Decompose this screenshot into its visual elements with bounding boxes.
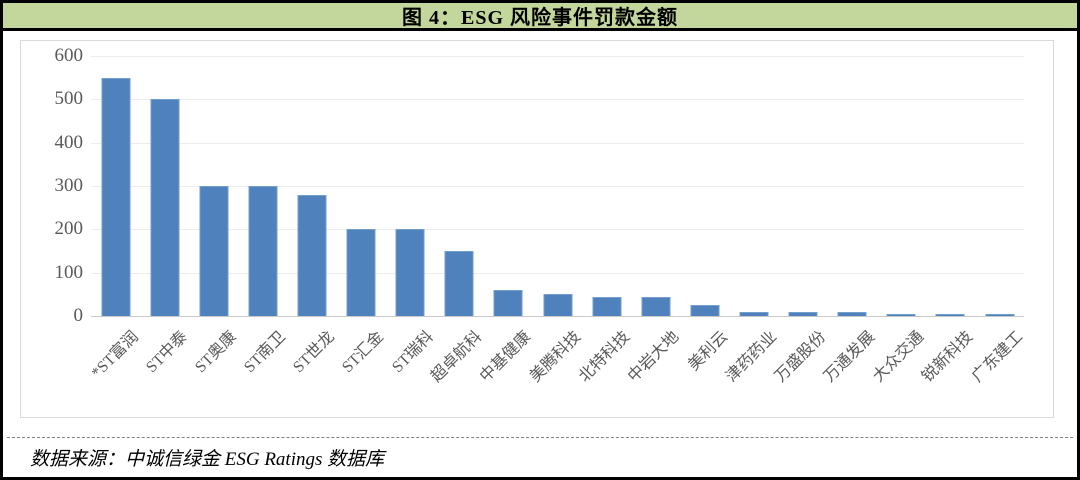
- x-axis-label: ST中泰: [143, 328, 191, 377]
- bar-slot: ST汇金: [337, 56, 387, 376]
- x-axis-label: ST世龙: [290, 328, 339, 377]
- x-axis-label: 万盛股份: [772, 328, 830, 386]
- bar-slot: 万盛股份: [772, 56, 829, 386]
- bar-slot: 锐新科技: [919, 56, 977, 386]
- x-axis-label: ST汇金: [339, 328, 388, 377]
- x-axis-label: 中基健康: [477, 328, 535, 386]
- y-axis-tick-label: 0: [73, 305, 84, 326]
- bar-slot: ST中泰: [140, 56, 191, 376]
- bar: [837, 311, 867, 316]
- figure-title: 图 4：ESG 风险事件罚款金额: [401, 7, 679, 29]
- y-axis-tick-label: 200: [54, 218, 84, 240]
- bar: [641, 296, 671, 316]
- x-axis-label: 津药药业: [722, 328, 781, 386]
- gridline: [91, 56, 1024, 57]
- y-axis-tick-label: 600: [54, 45, 84, 66]
- bar-series: *ST富润 ST中泰 ST奥康 ST南卫 ST世龙 ST汇金 ST瑞科 超卓航科 中基健康 美腾科…: [88, 56, 1026, 386]
- bar: [150, 99, 180, 316]
- y-axis-tick-label: 100: [54, 261, 84, 283]
- x-axis-label: 锐新科技: [919, 328, 977, 386]
- bar: [985, 314, 1015, 316]
- x-axis-label: 大众交通: [870, 328, 928, 386]
- bar: [297, 194, 327, 316]
- x-axis-line: [91, 316, 1024, 317]
- source-row: 数据来源：中诚信绿金 ESG Ratings 数据库: [30, 441, 1067, 473]
- x-axis-label: ST奥康: [192, 328, 241, 377]
- bar-slot: *ST富润: [88, 56, 142, 382]
- bar-slot: 广东建工: [969, 56, 1026, 386]
- bar: [346, 229, 376, 316]
- bar: [935, 314, 965, 316]
- chart-box: 0 100 200 300 400 500 600 *ST富润 ST中泰 ST奥康 ST南卫 ST世…: [20, 40, 1054, 418]
- bar-slot: ST南卫: [238, 56, 289, 376]
- bar-slot: 大众交通: [870, 56, 928, 386]
- plot-area: *ST富润 ST中泰 ST奥康 ST南卫 ST世龙 ST汇金 ST瑞科 超卓航科 中基健康 美腾科…: [88, 56, 1026, 386]
- bar: [592, 296, 622, 316]
- bar-slot: ST瑞科: [386, 56, 436, 376]
- y-axis-tick-label: 300: [54, 175, 84, 196]
- x-axis-label: ST南卫: [241, 328, 290, 377]
- bar: [199, 186, 229, 316]
- gridline: [91, 186, 1024, 187]
- x-axis-label: 北特科技: [575, 328, 633, 386]
- bar: [886, 313, 916, 316]
- y-axis-tick-label: 400: [54, 131, 84, 153]
- y-axis-tick-label: 500: [54, 88, 84, 110]
- bar-slot: 中基健康: [477, 56, 535, 386]
- bar: [493, 290, 523, 316]
- gridline: [91, 142, 1024, 144]
- bar: [248, 186, 278, 316]
- bar: [739, 311, 769, 316]
- x-axis-label: 美腾科技: [526, 328, 584, 386]
- bar: [543, 294, 573, 316]
- x-axis-label: *ST富润: [88, 328, 142, 382]
- bar: [690, 305, 720, 316]
- bar-slot: 超卓航科: [428, 56, 486, 386]
- bar-slot: 北特科技: [576, 56, 633, 386]
- bar: [101, 77, 131, 316]
- y-axis-labels: 0 100 200 300 400 500 600: [27, 46, 84, 326]
- bar: [395, 229, 425, 316]
- gridline: [91, 99, 1024, 101]
- bar-slot: ST世龙: [287, 56, 338, 376]
- bar-slot: 美利云: [680, 56, 731, 374]
- bar-slot: 万通发展: [821, 56, 878, 386]
- x-axis-label: 广东建工: [968, 328, 1026, 386]
- x-axis-label: 超卓航科: [428, 328, 486, 386]
- x-axis-label: 万通发展: [821, 328, 879, 386]
- bar: [444, 251, 474, 316]
- bar-slot: 中岩大地: [625, 56, 682, 386]
- x-axis-label: 中岩大地: [624, 328, 683, 386]
- bar-slot: 美腾科技: [527, 56, 584, 386]
- bar-slot: ST奥康: [189, 56, 240, 376]
- gridline: [91, 229, 1024, 231]
- bar-slot: 津药药业: [723, 56, 780, 386]
- bar: [788, 311, 818, 316]
- source-divider: [7, 437, 1073, 438]
- figure-title-bar: 图 4：ESG 风险事件罚款金额: [3, 3, 1077, 31]
- source-text: 数据来源：中诚信绿金 ESG Ratings 数据库: [30, 448, 385, 470]
- gridline: [91, 272, 1024, 274]
